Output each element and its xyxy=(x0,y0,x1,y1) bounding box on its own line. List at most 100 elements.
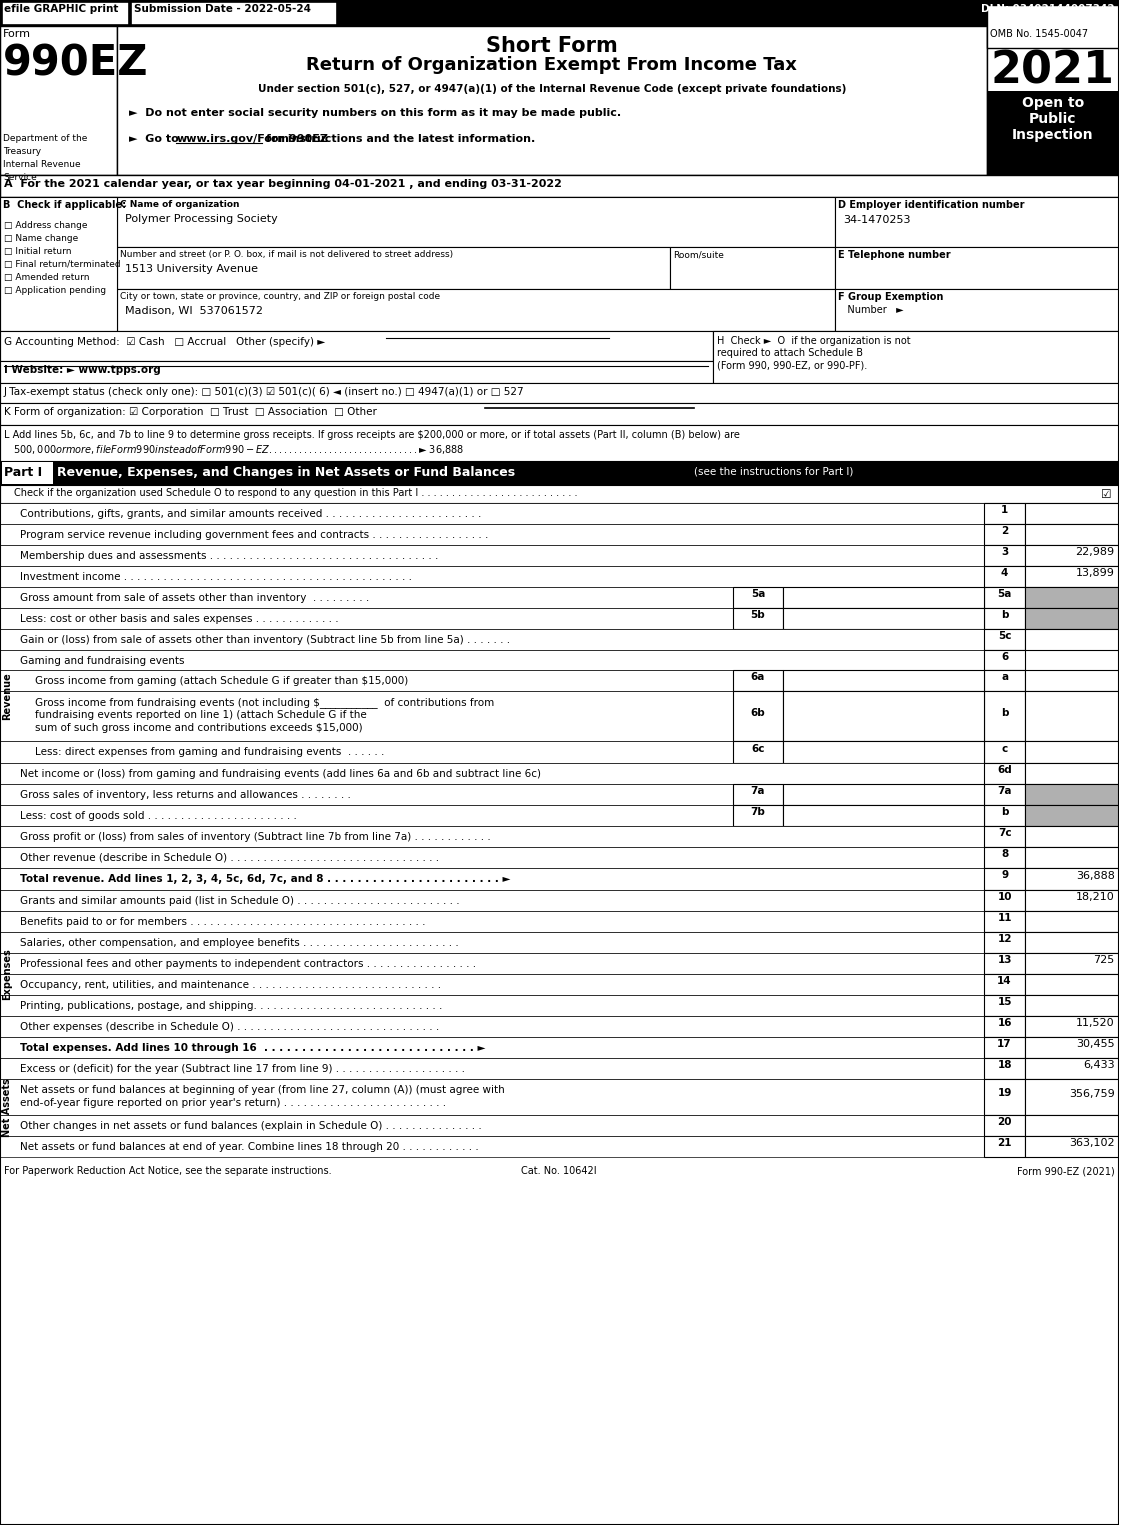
Text: 30,455: 30,455 xyxy=(1076,1039,1114,1049)
Text: Gross income from fundraising events (not including $___________  of contributio: Gross income from fundraising events (no… xyxy=(35,697,493,708)
Bar xyxy=(782,784,983,805)
Text: a: a xyxy=(1001,673,1008,682)
Bar xyxy=(1025,827,1119,846)
Text: Form 990-EZ (2021): Form 990-EZ (2021) xyxy=(1017,1167,1114,1176)
Text: 9: 9 xyxy=(1001,871,1008,880)
Text: 18: 18 xyxy=(997,1060,1012,1071)
Bar xyxy=(782,669,983,691)
Bar xyxy=(983,974,1025,994)
Bar xyxy=(1025,1037,1119,1058)
Text: 6d: 6d xyxy=(997,766,1012,775)
Text: Gross amount from sale of assets other than inventory  . . . . . . . . .: Gross amount from sale of assets other t… xyxy=(20,593,369,602)
Bar xyxy=(1025,503,1119,525)
Bar xyxy=(0,1136,983,1157)
Bar xyxy=(782,691,983,741)
Bar xyxy=(0,197,117,331)
Text: Gain or (loss) from sale of assets other than inventory (Subtract line 5b from l: Gain or (loss) from sale of assets other… xyxy=(20,634,510,645)
Bar xyxy=(782,741,983,762)
Bar xyxy=(1025,910,1119,932)
Text: Form: Form xyxy=(3,29,30,40)
Bar xyxy=(1025,691,1119,741)
Bar xyxy=(983,691,1025,741)
Text: □ Final return/terminated: □ Final return/terminated xyxy=(5,259,121,268)
Text: Less: direct expenses from gaming and fundraising events  . . . . . .: Less: direct expenses from gaming and fu… xyxy=(35,747,384,756)
Bar xyxy=(1025,784,1119,805)
Text: 13: 13 xyxy=(997,955,1012,965)
Text: 5a: 5a xyxy=(997,589,1012,599)
Text: sum of such gross income and contributions exceeds $15,000): sum of such gross income and contributio… xyxy=(35,723,362,734)
Bar xyxy=(1025,994,1119,1016)
Text: Number and street (or P. O. box, if mail is not delivered to street address): Number and street (or P. O. box, if mail… xyxy=(120,250,453,259)
Bar xyxy=(1025,868,1119,891)
Text: 725: 725 xyxy=(1093,955,1114,965)
Bar xyxy=(1025,1080,1119,1115)
Bar xyxy=(1025,1136,1119,1157)
Text: Other changes in net assets or fund balances (explain in Schedule O) . . . . . .: Other changes in net assets or fund bala… xyxy=(20,1121,482,1132)
Bar xyxy=(733,784,782,805)
Bar xyxy=(983,1058,1025,1080)
Text: I Website: ► www.tpps.org: I Website: ► www.tpps.org xyxy=(5,364,160,375)
Text: Check if the organization used Schedule O to respond to any question in this Par: Check if the organization used Schedule … xyxy=(14,488,577,499)
Bar xyxy=(1025,762,1119,784)
Text: 21: 21 xyxy=(997,1138,1012,1148)
Bar xyxy=(983,868,1025,891)
Bar xyxy=(0,1164,1119,1180)
Bar xyxy=(714,331,1119,361)
Text: Short Form: Short Form xyxy=(485,37,618,56)
Text: Revenue: Revenue xyxy=(2,673,12,720)
Bar xyxy=(835,290,1119,331)
Bar xyxy=(983,669,1025,691)
Bar xyxy=(0,741,983,762)
Text: Return of Organization Exempt From Income Tax: Return of Organization Exempt From Incom… xyxy=(306,56,797,75)
Text: Membership dues and assessments . . . . . . . . . . . . . . . . . . . . . . . . : Membership dues and assessments . . . . … xyxy=(20,551,438,561)
Bar xyxy=(1025,587,1119,608)
Text: Open to
Public
Inspection: Open to Public Inspection xyxy=(1012,96,1094,142)
Text: Service: Service xyxy=(3,172,37,181)
Bar xyxy=(983,994,1025,1016)
Text: Grants and similar amounts paid (list in Schedule O) . . . . . . . . . . . . . .: Grants and similar amounts paid (list in… xyxy=(20,897,460,906)
Text: 5a: 5a xyxy=(751,589,765,599)
Text: www.irs.gov/Form990EZ: www.irs.gov/Form990EZ xyxy=(176,134,329,143)
Text: B  Check if applicable:: B Check if applicable: xyxy=(3,200,126,210)
Bar xyxy=(0,608,983,628)
Text: 5b: 5b xyxy=(751,610,765,621)
Bar xyxy=(0,910,983,932)
Bar xyxy=(1025,566,1119,587)
Text: for instructions and the latest information.: for instructions and the latest informat… xyxy=(262,134,535,143)
Text: Excess or (deficit) for the year (Subtract line 17 from line 9) . . . . . . . . : Excess or (deficit) for the year (Subtra… xyxy=(20,1064,465,1074)
Bar xyxy=(117,197,835,247)
Bar xyxy=(0,0,1119,26)
Bar xyxy=(1025,932,1119,953)
Bar xyxy=(0,197,117,247)
Bar xyxy=(1025,1115,1119,1136)
Bar xyxy=(1025,741,1119,762)
Text: 2: 2 xyxy=(1001,526,1008,535)
Bar xyxy=(0,846,983,868)
Text: Program service revenue including government fees and contracts . . . . . . . . : Program service revenue including govern… xyxy=(20,531,488,540)
Text: 22,989: 22,989 xyxy=(1076,547,1114,557)
Bar xyxy=(983,503,1025,525)
Text: c: c xyxy=(1001,744,1008,753)
Bar xyxy=(733,741,782,762)
Text: 13,899: 13,899 xyxy=(1076,567,1114,578)
Text: 7a: 7a xyxy=(997,785,1012,796)
Bar xyxy=(987,92,1119,175)
Bar xyxy=(1025,525,1119,544)
Text: Department of the: Department of the xyxy=(3,134,87,143)
Text: Room/suite: Room/suite xyxy=(673,250,724,259)
Text: 2021: 2021 xyxy=(990,50,1114,93)
Text: 1513 University Avenue: 1513 University Avenue xyxy=(125,264,257,274)
Bar xyxy=(0,425,1119,461)
Text: 7b: 7b xyxy=(751,807,765,817)
Bar xyxy=(0,1115,983,1136)
Text: City or town, state or province, country, and ZIP or foreign postal code: City or town, state or province, country… xyxy=(120,291,440,300)
Text: □ Application pending: □ Application pending xyxy=(5,287,106,294)
Bar xyxy=(0,503,983,525)
Text: Printing, publications, postage, and shipping. . . . . . . . . . . . . . . . . .: Printing, publications, postage, and shi… xyxy=(20,1000,443,1011)
Bar xyxy=(1025,1016,1119,1037)
Text: K Form of organization: ☑ Corporation  □ Trust  □ Association  □ Other: K Form of organization: ☑ Corporation □ … xyxy=(5,407,377,416)
Text: Expenses: Expenses xyxy=(2,949,12,1000)
Text: Contributions, gifts, grants, and similar amounts received . . . . . . . . . . .: Contributions, gifts, grants, and simila… xyxy=(20,509,481,518)
Bar xyxy=(0,331,714,361)
Bar xyxy=(0,784,983,805)
